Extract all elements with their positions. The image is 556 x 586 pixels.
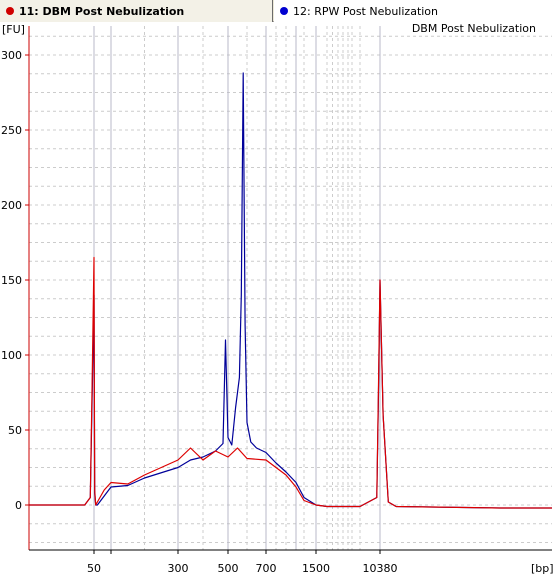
- y-axis-unit-label: [FU]: [2, 23, 25, 36]
- tab-sample-11[interactable]: 11: DBM Post Nebulization: [0, 0, 273, 22]
- x-tick-label: 10380: [363, 562, 398, 575]
- x-tick-label: 1500: [302, 562, 330, 575]
- y-tick-label: 50: [8, 424, 22, 437]
- y-tick-label: 200: [1, 199, 22, 212]
- sample-tab-bar: 11: DBM Post Nebulization 12: RPW Post N…: [0, 0, 556, 22]
- electropherogram-chart: 0 50 100 150 200 250 300 50 300 500 700 1500 10380 D…: [0, 22, 556, 586]
- y-tick-label: 150: [1, 274, 22, 287]
- x-axis-unit-label: [bp]: [531, 562, 554, 575]
- y-tick-label: 0: [15, 499, 22, 512]
- tab-sample-11-label: 11: DBM Post Nebulization: [19, 4, 185, 18]
- x-tick-label: 700: [256, 562, 277, 575]
- axis-layer: 0 50 100 150 200 250 300 50 300 500 700 1500 10380: [1, 26, 552, 575]
- chart-title: DBM Post Nebulization: [412, 22, 536, 35]
- x-tick-label: 300: [168, 562, 189, 575]
- grid-layer: [29, 26, 552, 550]
- x-tick-label: 500: [218, 562, 239, 575]
- tab-sample-12-label: 12: RPW Post Nebulization: [293, 4, 439, 18]
- y-tick-label: 100: [1, 349, 22, 362]
- tab-sample-12[interactable]: 12: RPW Post Nebulization: [274, 0, 556, 22]
- y-tick-label: 300: [1, 49, 22, 62]
- series-layer: [29, 72, 552, 509]
- y-tick-label: 250: [1, 124, 22, 137]
- label-layer: DBM Post Nebulization [FU] [bp]: [2, 22, 554, 575]
- red-dot-icon: [6, 7, 14, 15]
- blue-dot-icon: [280, 7, 288, 15]
- series-line-dbm: [29, 256, 552, 509]
- x-tick-label: 50: [87, 562, 101, 575]
- chart-background: [0, 22, 556, 586]
